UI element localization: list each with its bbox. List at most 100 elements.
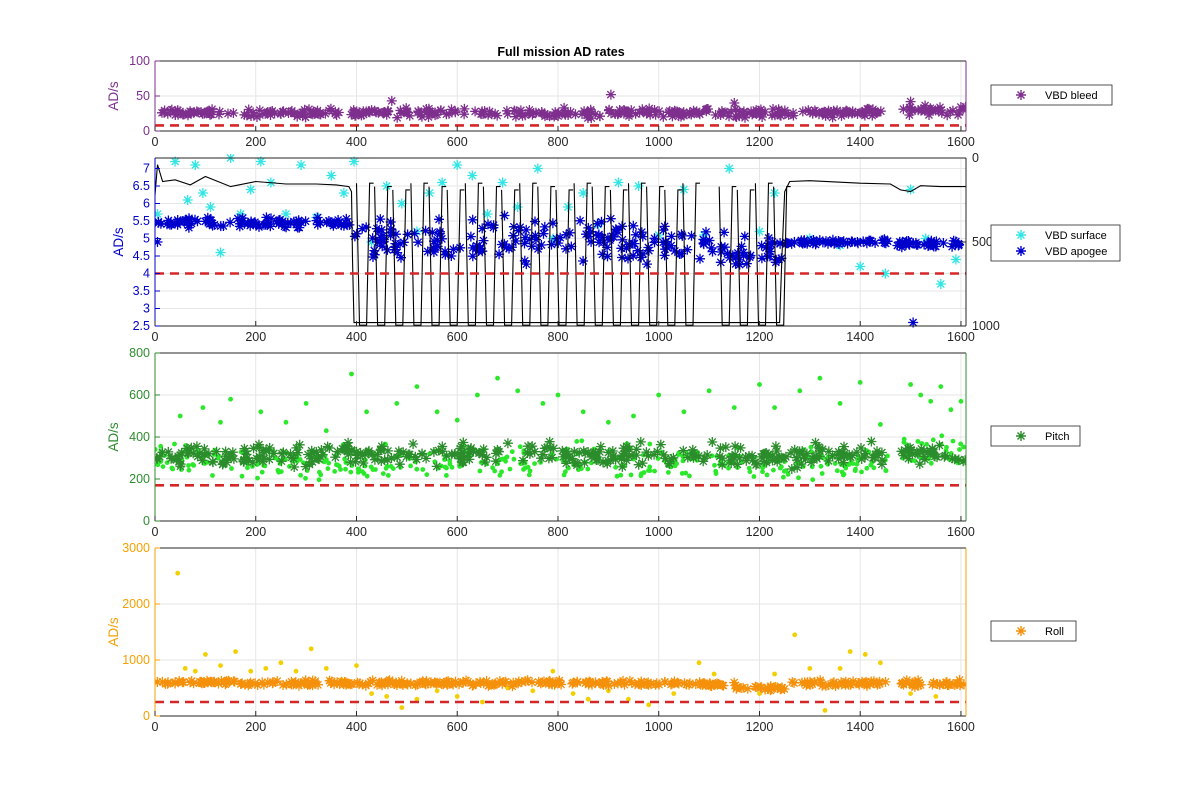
y-tick-label: 0 — [143, 124, 150, 138]
plot-area — [155, 154, 966, 328]
x-tick-label: 200 — [245, 525, 266, 539]
y2-tick-label: 0 — [972, 151, 979, 165]
data-point — [580, 409, 586, 415]
data-point — [215, 455, 221, 461]
series-series-0 — [175, 570, 939, 713]
x-tick-label: 1200 — [746, 330, 774, 344]
data-point — [454, 694, 460, 699]
data-point — [255, 475, 260, 481]
data-point — [915, 439, 921, 444]
data-point — [420, 467, 426, 472]
data-point — [859, 469, 864, 475]
data-point — [938, 384, 944, 389]
x-tick-label: 1400 — [846, 720, 874, 734]
x-tick-label: 400 — [346, 720, 367, 734]
data-point — [316, 477, 322, 483]
depth-line-profile — [155, 164, 966, 324]
y2-tick-label: 500 — [972, 235, 993, 249]
data-point — [810, 477, 816, 483]
data-point — [850, 461, 856, 466]
data-point — [839, 469, 845, 475]
x-tick-label: 600 — [447, 135, 468, 149]
y-tick-label: 7 — [143, 162, 150, 176]
x-tick-label: 1000 — [645, 135, 673, 149]
data-point — [495, 375, 500, 381]
legend: Pitch — [990, 425, 1081, 447]
data-point — [631, 413, 636, 419]
data-point — [504, 454, 510, 460]
data-point — [278, 469, 284, 474]
x-tick-label: 400 — [346, 135, 367, 149]
series-markers — [157, 89, 966, 124]
x-tick-label: 1400 — [846, 135, 874, 149]
series-markers — [155, 210, 965, 328]
y-tick-label: 200 — [129, 472, 150, 486]
y-tick-label: 100 — [129, 54, 150, 68]
legend-marker — [1016, 431, 1026, 441]
data-point — [200, 405, 206, 410]
data-point — [298, 472, 303, 478]
data-point — [477, 468, 483, 474]
legend-marker — [1016, 230, 1026, 240]
x-tick-label: 200 — [245, 720, 266, 734]
data-point — [447, 458, 453, 464]
data-point — [414, 466, 420, 472]
x-tick-label: 1200 — [746, 135, 774, 149]
data-point — [526, 472, 532, 478]
legend-entry: VBD apogee — [1045, 246, 1107, 258]
data-point — [614, 473, 620, 479]
data-point — [444, 465, 449, 471]
data-point — [364, 473, 370, 479]
data-point — [228, 396, 234, 402]
data-point — [507, 466, 513, 472]
x-tick-label: 1000 — [645, 720, 673, 734]
y-tick-label: 400 — [129, 430, 150, 444]
chart-title: Full mission AD rates — [497, 45, 624, 59]
data-point — [323, 428, 329, 434]
data-point — [679, 471, 685, 476]
data-point — [711, 671, 717, 677]
y-tick-label: 800 — [129, 346, 150, 360]
panel-1: 0 200 400 600 800 1000 1200 1400 1600 0 50 100 AD/s V… — [106, 54, 1113, 149]
data-point — [834, 468, 840, 474]
y-tick-label: 2000 — [122, 597, 150, 611]
data-point — [530, 688, 536, 694]
data-point — [579, 438, 585, 444]
data-point — [449, 464, 455, 470]
data-point — [772, 671, 777, 677]
data-point — [908, 691, 913, 696]
data-point — [647, 464, 653, 470]
panel-3: 0 200 400 600 800 1000 1200 1400 1600 0 200 400 600 8… — [106, 346, 1081, 539]
data-point — [303, 475, 308, 481]
data-point — [175, 570, 181, 576]
y-tick-label: 600 — [129, 388, 150, 402]
data-point — [527, 468, 533, 474]
legend-box — [990, 224, 1121, 262]
legend-entry: Roll — [1045, 626, 1064, 638]
data-point — [706, 388, 712, 394]
data-point — [948, 407, 954, 413]
data-point — [726, 465, 731, 471]
data-point — [390, 466, 396, 471]
data-point — [588, 460, 594, 466]
data-point — [480, 699, 485, 705]
data-point — [574, 439, 580, 444]
series-vbd-apogee — [155, 210, 965, 328]
data-point — [647, 468, 653, 473]
data-point — [908, 382, 913, 387]
y-tick-label: 4.5 — [133, 249, 150, 263]
data-point — [878, 660, 883, 666]
x-tick-label: 1000 — [645, 525, 673, 539]
panel-4: 0 200 400 600 800 1000 1200 1400 1600 0 1000 2000 30… — [106, 541, 1077, 734]
data-point — [939, 433, 945, 439]
data-point — [671, 691, 677, 696]
data-point — [368, 464, 374, 470]
x-tick-label: 0 — [152, 720, 159, 734]
y-axis-label: AD/s — [106, 422, 121, 452]
data-point — [772, 405, 777, 410]
data-point — [186, 467, 192, 473]
y-tick-label: 3000 — [122, 541, 150, 555]
data-point — [517, 444, 523, 450]
data-point — [492, 468, 498, 474]
